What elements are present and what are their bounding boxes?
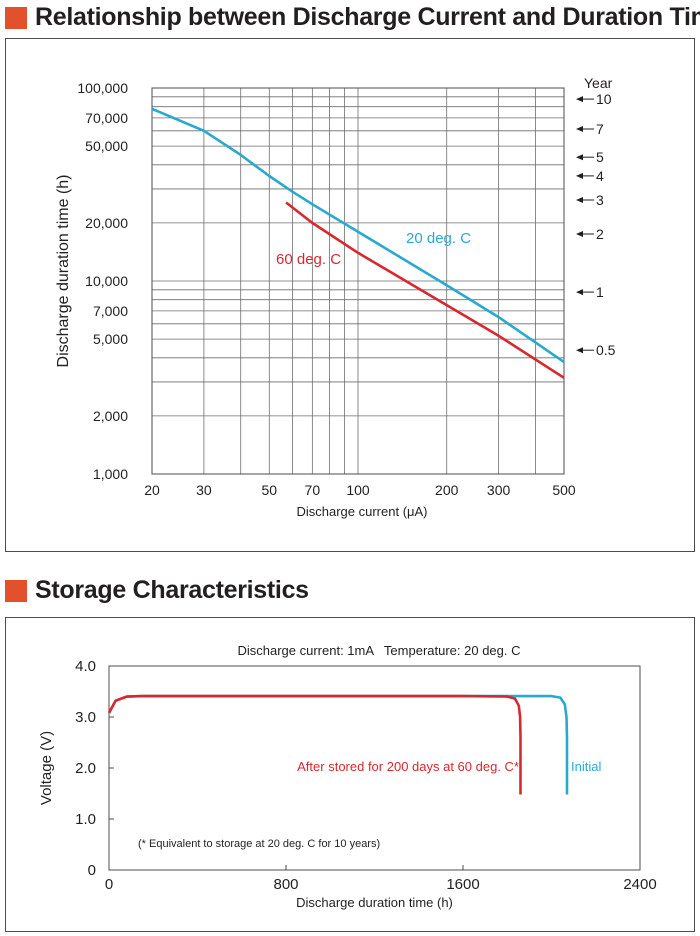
x-tick-label: 0 — [105, 876, 113, 893]
series-line-60c — [285, 201, 565, 379]
x-tick-label: 1600 — [446, 876, 479, 893]
series-label-60c: 60 deg. C — [276, 251, 341, 268]
storage-chart: 0 1.0 2.0 3.0 4.0 0 800 1600 2400 Discharge durat… — [38, 643, 657, 910]
y-tick-label: 4.0 — [75, 658, 96, 675]
year-arrow-head — [576, 347, 583, 354]
series-label-stored: After stored for 200 days at 60 deg. C* — [297, 759, 519, 774]
x-tick-label: 20 — [144, 482, 160, 498]
year-label: 5 — [596, 149, 604, 165]
y-tick-label: 100,000 — [77, 80, 128, 96]
year-label: 3 — [596, 192, 604, 208]
year-arrow-head — [576, 172, 583, 179]
y-tick-label: 10,000 — [85, 273, 128, 289]
discharge-chart-panel: 1,000 2,000 5,000 7,000 10,000 20,000 50,000 70… — [5, 38, 695, 552]
year-label: 1 — [596, 284, 604, 300]
y-tick-label: 3.0 — [75, 709, 96, 726]
x-axis-label: Discharge duration time (h) — [296, 895, 453, 910]
series-label-initial: Initial — [571, 759, 601, 774]
x-tick-label: 50 — [261, 482, 277, 498]
plot-frame — [151, 87, 565, 475]
y-tick-label: 70,000 — [85, 110, 128, 126]
section-header-storage: Storage Characteristics — [5, 576, 309, 605]
discharge-chart: 1,0002,0005,0007,00010,00020,00050,00070… — [55, 75, 616, 519]
year-label: 2 — [596, 226, 604, 242]
y-axis-label: Voltage (V) — [38, 731, 55, 805]
year-label: 4 — [596, 168, 604, 184]
year-arrow-head — [576, 197, 583, 204]
section-header-discharge: Relationship between Discharge Current a… — [5, 3, 700, 32]
x-tick-label: 70 — [305, 482, 321, 498]
storage-chart-panel: 0 1.0 2.0 3.0 4.0 0 800 1600 2400 Discharge durat… — [5, 617, 695, 932]
year-arrow-head — [576, 125, 583, 132]
y-tick-label: 50,000 — [85, 138, 128, 154]
chart-annotation: (* Equivalent to storage at 20 deg. C fo… — [138, 838, 380, 850]
x-tick-label: 500 — [552, 482, 576, 498]
series-line-stored — [107, 694, 522, 795]
year-label: 10 — [596, 91, 612, 107]
y-tick-label: 5,000 — [93, 331, 128, 347]
x-tick-label: 30 — [196, 482, 212, 498]
y-tick-label: 1,000 — [93, 466, 128, 482]
chart-subtitle: Discharge current: 1mA Temperature: 20 d… — [237, 643, 520, 658]
section-marker-icon — [5, 6, 27, 29]
x-tick-label: 2400 — [623, 876, 656, 893]
section-marker-icon — [5, 579, 27, 602]
series-line-20c — [151, 107, 565, 364]
secondary-axis-title: Year — [584, 75, 613, 91]
x-tick-label: 300 — [487, 482, 511, 498]
y-tick-label: 2.0 — [75, 760, 96, 777]
year-label: 7 — [596, 121, 604, 137]
x-axis-label: Discharge current (μA) — [296, 504, 427, 519]
year-label: 0.5 — [596, 342, 616, 358]
series-label-20c: 20 deg. C — [406, 230, 471, 247]
year-arrow-head — [576, 289, 583, 296]
y-tick-label: 7,000 — [93, 303, 128, 319]
y-tick-label: 1.0 — [75, 811, 96, 828]
x-tick-label: 100 — [346, 482, 370, 498]
section-title-storage: Storage Characteristics — [35, 576, 309, 604]
x-tick-label: 200 — [435, 482, 459, 498]
y-tick-label: 2,000 — [93, 408, 128, 424]
year-arrow-head — [576, 230, 583, 237]
y-tick-label: 0 — [88, 862, 96, 879]
y-axis-label: Discharge duration time (h) — [55, 175, 72, 368]
year-arrow-head — [576, 96, 583, 103]
year-arrow-head — [576, 154, 583, 161]
section-title-discharge: Relationship between Discharge Current a… — [35, 3, 700, 31]
series-line-initial — [107, 694, 569, 795]
x-tick-label: 800 — [273, 876, 298, 893]
y-tick-label: 20,000 — [85, 215, 128, 231]
